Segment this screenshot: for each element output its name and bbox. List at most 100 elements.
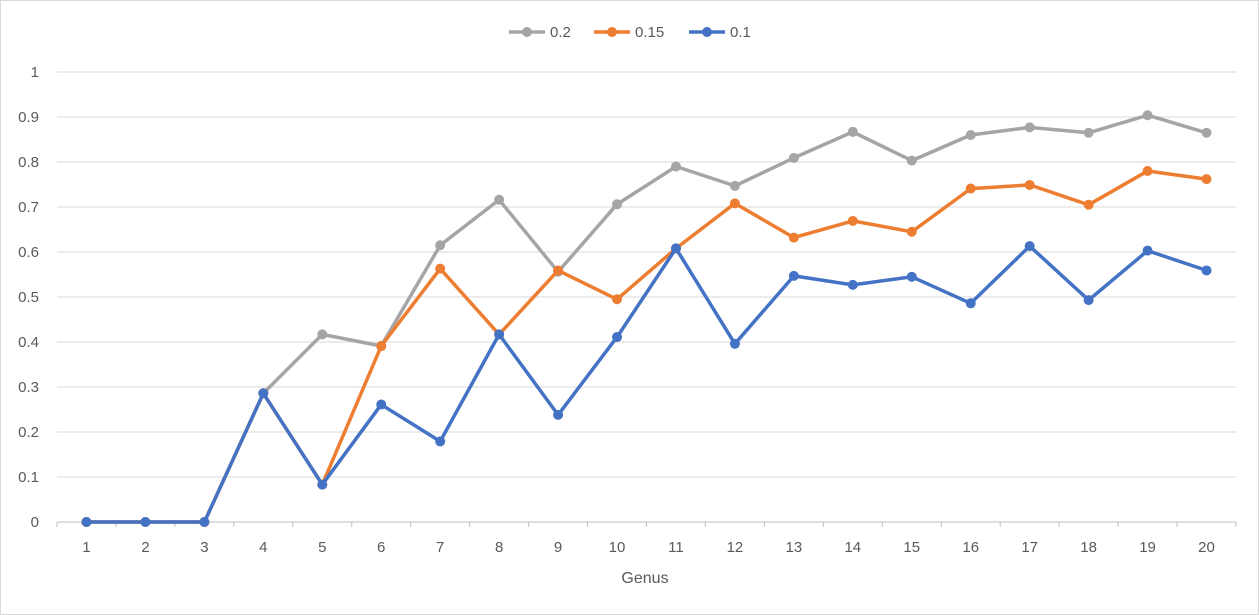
series-0.1 bbox=[81, 241, 1212, 527]
legend: 0.2 0.15 0.1 bbox=[509, 24, 751, 41]
data-point bbox=[906, 226, 917, 237]
data-point bbox=[1083, 199, 1094, 210]
x-tick-label: 6 bbox=[377, 539, 385, 556]
legend-label: 0.2 bbox=[550, 24, 571, 41]
data-point bbox=[906, 271, 917, 282]
x-tick-label: 17 bbox=[1021, 539, 1038, 556]
y-tick-label: 0.5 bbox=[18, 289, 39, 306]
data-point bbox=[729, 198, 740, 209]
data-point bbox=[317, 479, 328, 490]
series-line bbox=[84, 244, 1209, 524]
legend-marker bbox=[702, 27, 712, 37]
data-point bbox=[906, 155, 917, 166]
data-point bbox=[81, 517, 92, 527]
data-point bbox=[376, 399, 387, 410]
data-point bbox=[1201, 127, 1212, 138]
series-line bbox=[84, 113, 1209, 524]
data-point bbox=[965, 298, 976, 309]
data-point bbox=[1142, 245, 1153, 256]
data-point bbox=[435, 436, 446, 447]
series-0.15 bbox=[81, 166, 1212, 527]
data-point bbox=[788, 232, 799, 243]
data-point bbox=[1024, 179, 1035, 190]
x-tick-label: 3 bbox=[200, 539, 208, 556]
legend-label: 0.15 bbox=[635, 24, 664, 41]
data-point bbox=[847, 279, 858, 290]
data-point bbox=[965, 183, 976, 194]
data-point bbox=[494, 329, 505, 340]
x-tick-label: 8 bbox=[495, 539, 503, 556]
data-point bbox=[788, 152, 799, 163]
x-tick-label: 5 bbox=[318, 539, 326, 556]
data-point bbox=[788, 270, 799, 281]
data-point bbox=[729, 338, 740, 349]
y-tick-label: 0.7 bbox=[18, 199, 39, 216]
legend-item: 0.15 bbox=[594, 24, 664, 41]
x-axis-tick-labels: 1 2 3 4 5 6 7 8 9 10 11 12 13 14 15 16 17 18 19 20 bbox=[82, 539, 1215, 556]
x-tick-label: 13 bbox=[786, 539, 803, 556]
x-tick-label: 4 bbox=[259, 539, 267, 556]
y-tick-label: 0.8 bbox=[18, 154, 39, 171]
data-point bbox=[553, 265, 564, 276]
y-tick-label: 0 bbox=[31, 514, 39, 531]
y-tick-label: 0.2 bbox=[18, 424, 39, 441]
x-tick-label: 14 bbox=[844, 539, 861, 556]
data-point bbox=[670, 243, 681, 254]
data-point bbox=[1201, 174, 1212, 185]
data-point bbox=[376, 341, 387, 352]
data-point bbox=[1083, 127, 1094, 138]
y-tick-label: 0.1 bbox=[18, 469, 39, 486]
data-point bbox=[140, 517, 151, 527]
data-point bbox=[1201, 265, 1212, 276]
x-tick-label: 15 bbox=[903, 539, 920, 556]
data-point bbox=[435, 263, 446, 274]
y-tick-label: 0.6 bbox=[18, 244, 39, 261]
data-point bbox=[847, 215, 858, 226]
x-tick-label: 11 bbox=[668, 539, 684, 556]
legend-marker bbox=[607, 27, 617, 37]
x-tick-label: 9 bbox=[554, 539, 562, 556]
series-lines bbox=[81, 110, 1212, 527]
data-point bbox=[553, 409, 564, 420]
data-point bbox=[847, 126, 858, 137]
series-line bbox=[84, 169, 1209, 524]
data-point bbox=[199, 517, 210, 527]
y-tick-label: 1 bbox=[31, 64, 39, 81]
series-0.2 bbox=[81, 110, 1212, 527]
x-tick-label: 18 bbox=[1080, 539, 1097, 556]
legend-item: 0.1 bbox=[689, 24, 751, 41]
legend-marker bbox=[522, 27, 532, 37]
x-tick-label: 20 bbox=[1198, 539, 1215, 556]
data-point bbox=[729, 180, 740, 191]
x-tick-label: 7 bbox=[436, 539, 444, 556]
y-tick-label: 0.9 bbox=[18, 109, 39, 126]
data-point bbox=[612, 294, 623, 305]
data-point bbox=[965, 130, 976, 140]
data-point bbox=[494, 194, 505, 205]
x-tick-label: 12 bbox=[727, 539, 744, 556]
data-point bbox=[1024, 122, 1035, 133]
x-axis-title: Genus bbox=[621, 570, 668, 587]
data-point bbox=[435, 240, 446, 251]
data-point bbox=[1024, 241, 1035, 252]
data-point bbox=[1142, 110, 1153, 121]
y-tick-label: 0.4 bbox=[18, 334, 39, 351]
x-tick-label: 10 bbox=[609, 539, 626, 556]
legend-label: 0.1 bbox=[730, 24, 751, 41]
data-point bbox=[1142, 166, 1153, 176]
legend-item: 0.2 bbox=[509, 24, 571, 41]
data-point bbox=[258, 388, 269, 399]
data-point bbox=[612, 332, 623, 343]
y-axis-tick-labels: 0 0.1 0.2 0.3 0.4 0.5 0.6 0.7 0.8 0.9 1 bbox=[18, 64, 39, 531]
data-point bbox=[317, 329, 328, 340]
x-tick-label: 2 bbox=[141, 539, 149, 556]
y-tick-label: 0.3 bbox=[18, 379, 39, 396]
gridlines bbox=[56, 71, 1237, 527]
data-point bbox=[670, 161, 681, 172]
data-point bbox=[1083, 295, 1094, 306]
x-tick-label: 1 bbox=[82, 539, 90, 556]
x-tick-label: 16 bbox=[962, 539, 979, 556]
data-point bbox=[612, 199, 623, 210]
